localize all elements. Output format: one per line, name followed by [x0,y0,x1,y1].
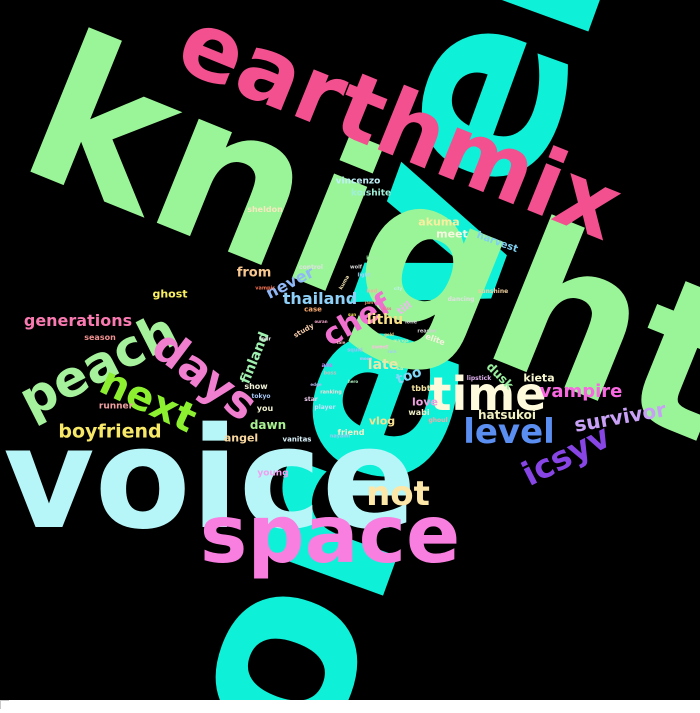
word-love: love [412,395,438,409]
word-kieta: kieta [523,371,555,385]
word-tbbt: tbbt [411,384,431,393]
word-ranking: ranking [320,389,342,396]
word-star: star [304,396,318,403]
word-wabi: wabi [408,408,430,417]
word-sun: sun [347,312,357,317]
word-show: show [244,382,268,391]
word-ghoul: ghoul [428,417,448,424]
word-bad: bad [366,288,378,295]
word-koishite: koishite [350,188,392,199]
word-manga: manga [393,338,409,343]
word-lone: lone [404,319,418,326]
word-vampir: vampir [255,285,275,292]
word-boss: boss [323,370,337,377]
word-jam: jam [364,300,374,305]
word-meet: meet [436,227,468,241]
word-boyfriend: boyfriend [58,420,162,443]
word-hatsukoi: hatsukoi [477,408,537,422]
word-dancing: dancing [447,296,475,303]
word-moon: moon [359,356,373,361]
word-space: space [199,488,461,581]
word-nayami: nayami [329,433,351,440]
word-kiss: kiss [382,306,392,311]
word-generations: generations [23,311,133,330]
word-voice: voice [3,398,417,561]
word-tale: tale [336,340,346,345]
word-akuma: akuma [418,215,460,229]
word-young: young [257,468,289,479]
word-vampire: vampire [539,381,623,402]
word-tokyo: tokyo [251,393,271,400]
word-ghost: ghost [152,287,188,301]
word-runner: runner [98,401,134,412]
word-vlog: vlog [368,414,396,428]
word-lux: lux [396,366,404,371]
word-rain: rain [387,349,397,354]
word-wolf: wolf [350,264,362,271]
word-lipstick: lipstick [466,375,492,382]
word-ouran: ouran [314,319,328,324]
word-angel: angel [223,431,259,445]
word-friend: friend [337,428,365,437]
word-hero: hero [347,379,359,384]
word-sweet: sweet [371,344,389,351]
word-control: control [299,264,323,271]
word-you: you [256,404,274,413]
word-time: time [429,367,547,421]
word-kinny: kinny [366,255,382,262]
word-from: from [236,265,272,281]
word-reason: reason [417,328,437,335]
word-light: light [357,272,371,279]
word-vanitas: vanitas [282,435,312,444]
word-are: are [321,362,333,369]
word-not: not [366,474,430,514]
word-vincenzo: vincenzo [335,176,381,187]
word-thailand: thailand [282,289,358,308]
word-season: season [84,333,116,342]
word-lithu: lithu [366,312,404,328]
word-sunshine: sunshine [477,288,509,295]
word-city: city [393,286,403,291]
word-rpdr: rpdr [258,336,272,343]
word-squid: squid [347,347,363,354]
word-late: late [367,357,399,373]
word-sheldon: sheldon [247,205,283,214]
word-gold: gold [384,332,394,337]
word-dawn: dawn [249,418,287,432]
word-edge: edge [310,382,322,387]
page-corner-marker [0,700,9,709]
word-case: case [304,305,322,314]
word-player: player [314,404,336,411]
word-level: level [463,412,555,452]
